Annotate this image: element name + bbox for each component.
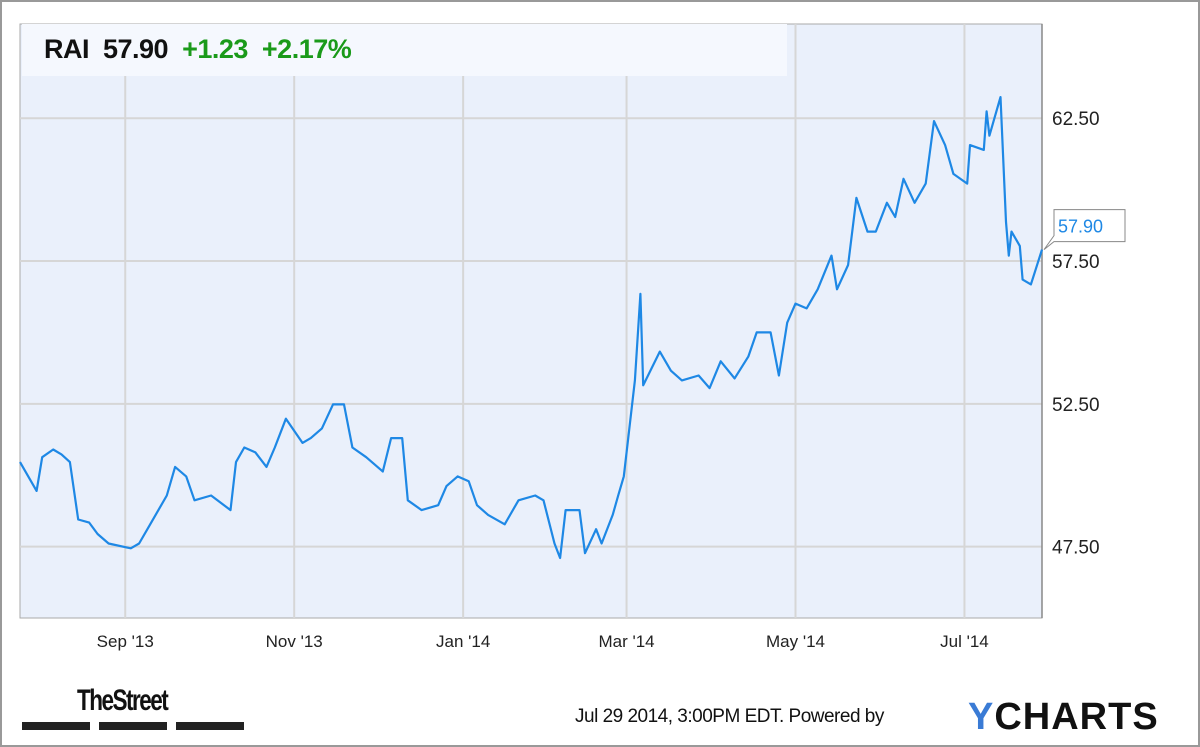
- x-tick-label: Jul '14: [940, 632, 989, 651]
- quote-summary: RAI 57.90 +1.23 +2.17%: [44, 34, 365, 65]
- x-axis: Sep '13 Nov '13 Jan '14 Mar '14 May '14 Jul '…: [97, 632, 989, 651]
- y-tick-label: 62.50: [1052, 109, 1100, 130]
- x-tick-label: May '14: [766, 632, 825, 651]
- quote-header: [22, 24, 787, 76]
- x-tick-label: Jan '14: [436, 632, 490, 651]
- plot-area: [19, 23, 1043, 619]
- quote-price: 57.90: [103, 34, 169, 64]
- x-tick-label: Mar '14: [598, 632, 654, 651]
- ticker-symbol: RAI: [44, 34, 90, 64]
- y-axis: 47.50 52.50 57.50 62.50: [1041, 24, 1100, 618]
- last-value-label: 57.90: [1058, 217, 1103, 237]
- quote-change-percent: +2.17%: [261, 34, 352, 64]
- footer-timestamp: Jul 29 2014, 3:00PM EDT. Powered by: [575, 706, 884, 728]
- x-tick-label: Sep '13: [97, 632, 154, 651]
- x-tick-label: Nov '13: [266, 632, 323, 651]
- quote-change: +1.23: [182, 34, 248, 64]
- price-line: [19, 96, 1044, 560]
- gridlines: [20, 24, 1042, 618]
- y-tick-label: 47.50: [1052, 538, 1100, 559]
- powered-by: Powered by: [788, 706, 885, 727]
- y-tick-label: 57.50: [1052, 252, 1100, 273]
- ycharts-logo: YCHARTS: [968, 696, 1159, 738]
- last-value-callout: 57.90: [1043, 209, 1126, 250]
- timestamp: Jul 29 2014, 3:00PM EDT.: [575, 706, 784, 727]
- y-tick-label: 52.50: [1052, 395, 1100, 416]
